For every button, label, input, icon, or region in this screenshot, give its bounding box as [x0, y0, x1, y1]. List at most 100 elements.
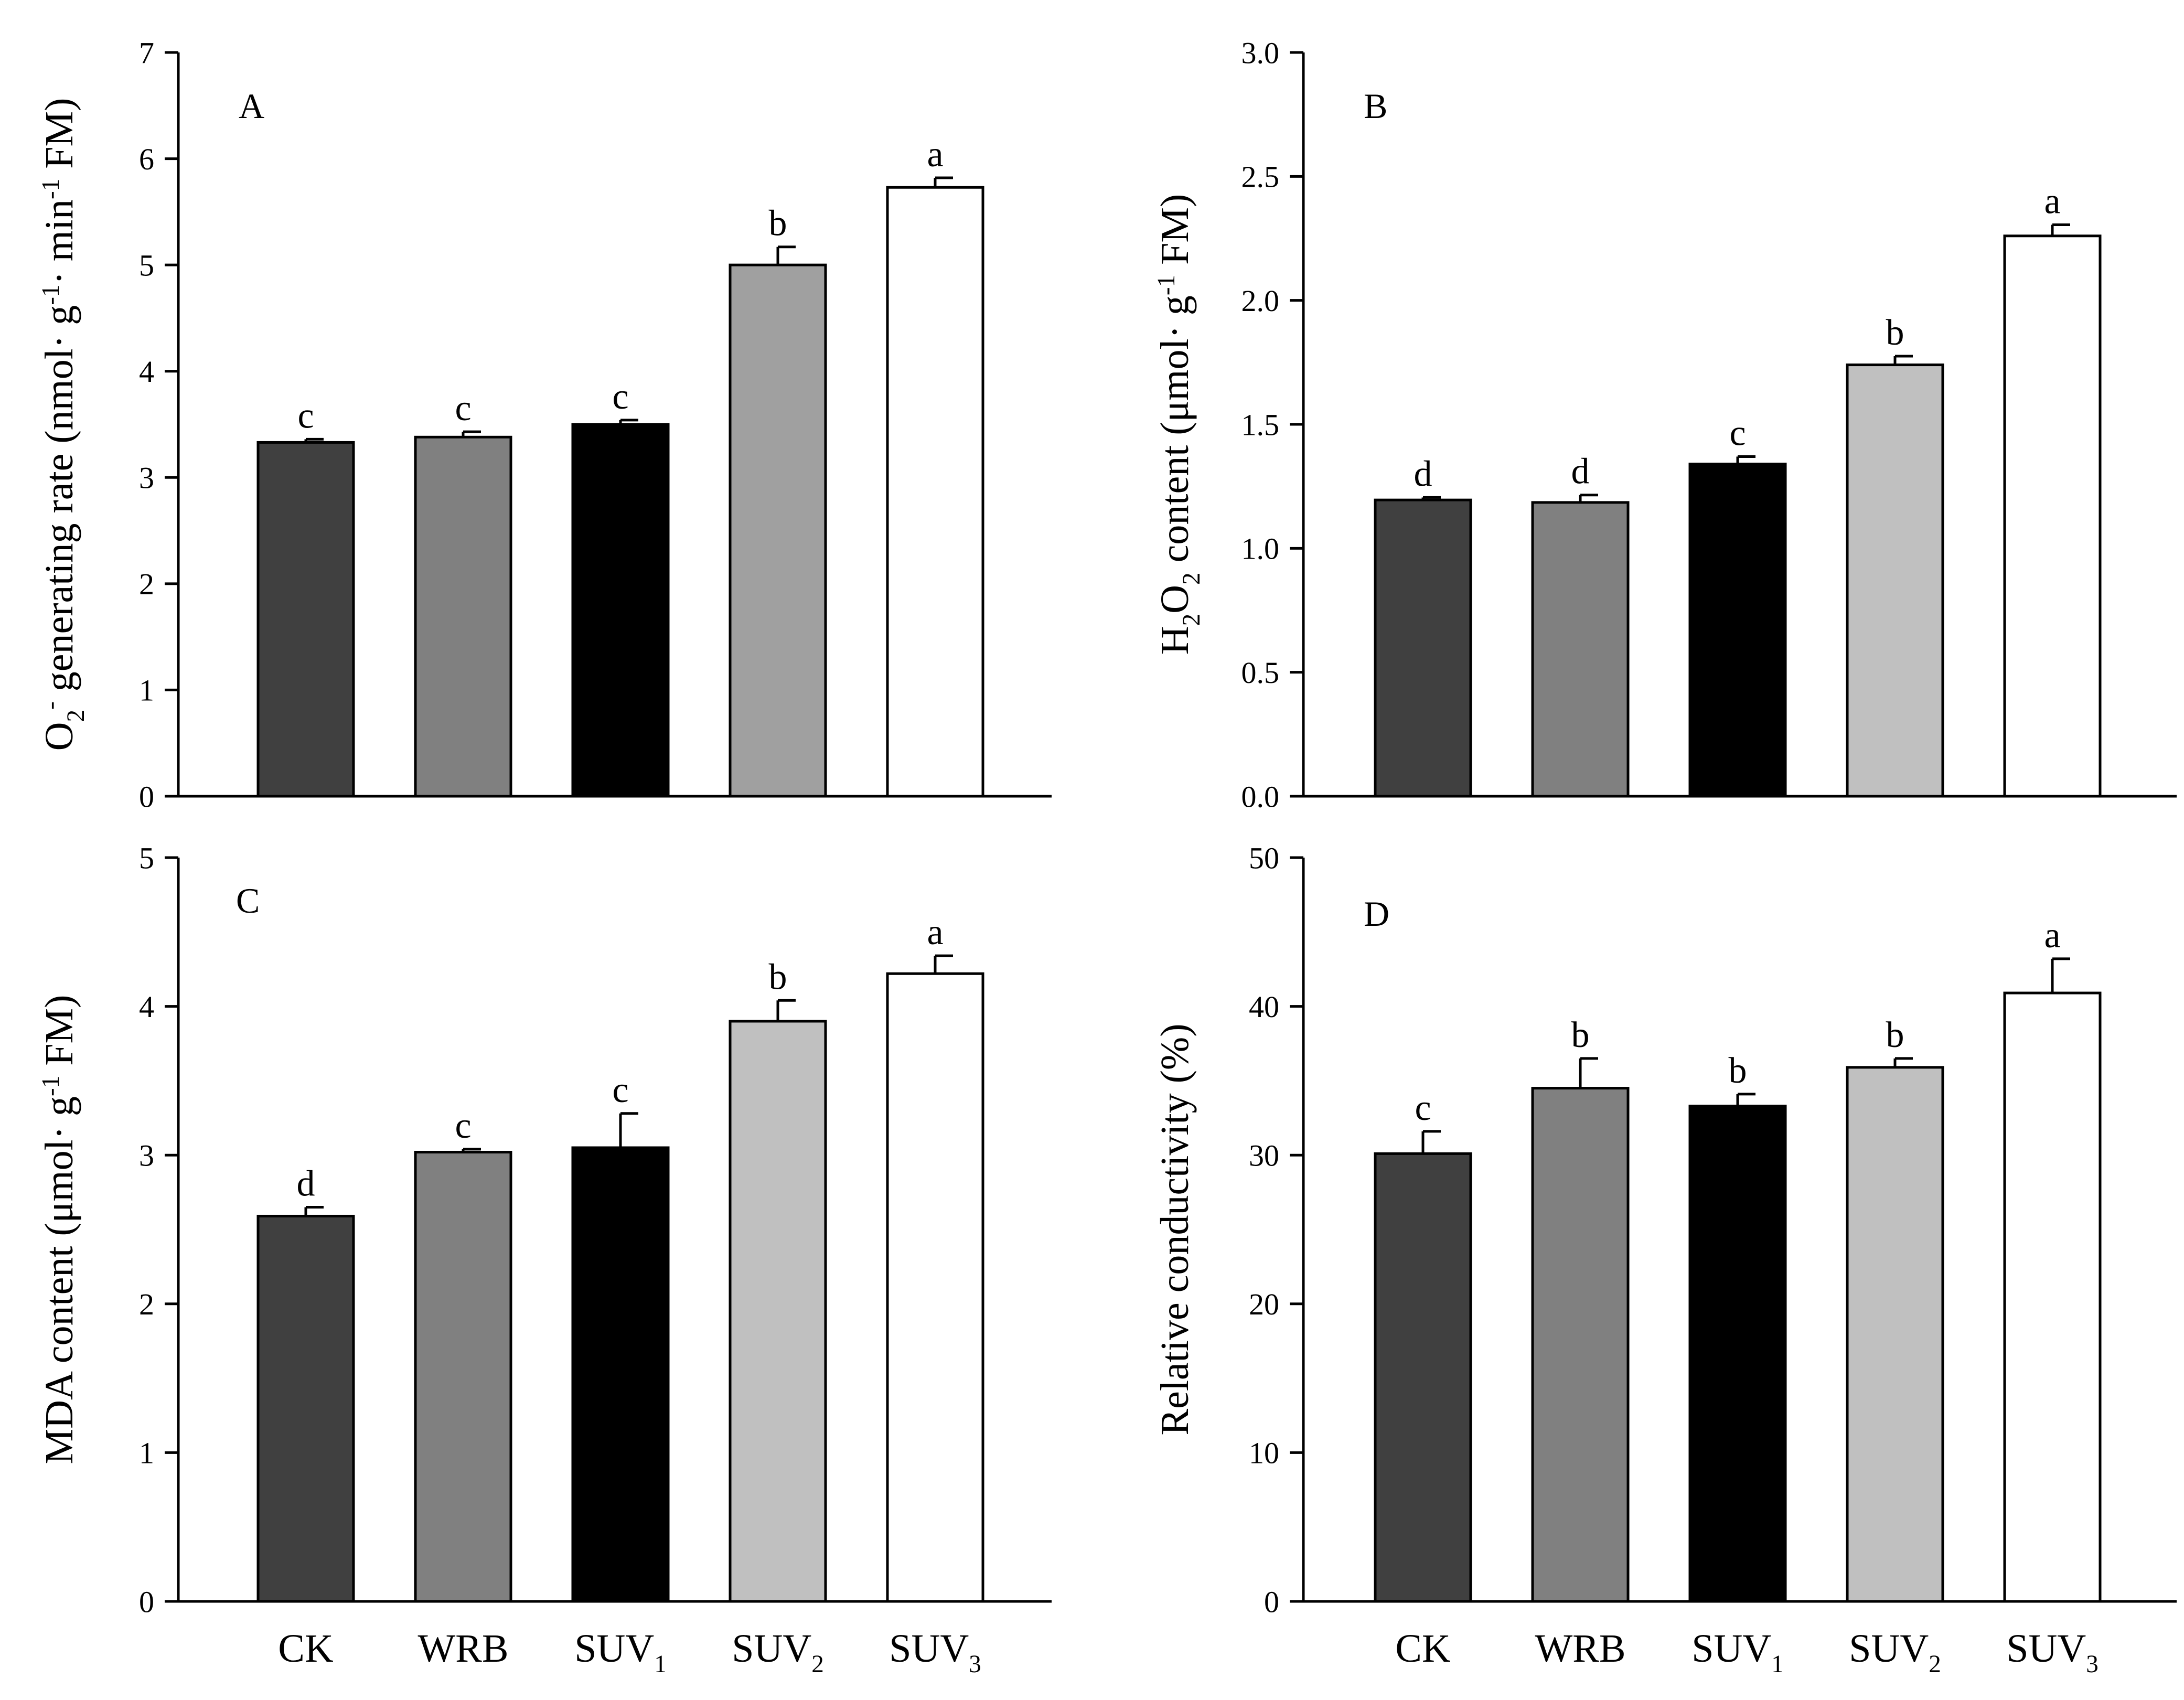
y-label-segment: -1 [37, 179, 65, 199]
bar-a-3 [729, 263, 827, 798]
y-label-segment: generating rate (nmol· g [37, 305, 81, 701]
bar-d-2 [1688, 1105, 1787, 1603]
y-label-segment: -1 [37, 285, 65, 305]
x-tick-label-d-4: SUV3 [2006, 1627, 2099, 1678]
x-label-base: SUV [889, 1627, 969, 1671]
bar-a-2 [571, 423, 670, 798]
y-axis-label-c: MDA content (μmol· g-1 FM) [37, 995, 81, 1464]
y-label-segment: FM) [1153, 194, 1197, 275]
y-axis-label-a: O2- generating rate (nmol· g-1· min-1 FM… [37, 98, 90, 751]
panel-label-c: C [236, 881, 260, 921]
y-tick-label: 2 [139, 567, 154, 601]
x-label-subscript: 1 [1771, 1651, 1784, 1678]
panel-label-b: B [1364, 86, 1387, 126]
y-tick-label: 5 [139, 248, 154, 282]
significance-letter-c-1: c [455, 1106, 471, 1146]
significance-letter-a-0: c [297, 395, 314, 436]
x-tick-label-c-1: WRB [417, 1627, 508, 1671]
y-tick-label: 3 [139, 461, 154, 495]
y-label-segment: FM) [37, 995, 81, 1076]
panel-label-d: D [1364, 894, 1389, 934]
bar-d-3 [1846, 1066, 1944, 1603]
y-label-segment: - [37, 701, 65, 710]
x-tick-label-c-4: SUV3 [889, 1627, 981, 1678]
y-label-segment: Relative conductivity (%) [1153, 1023, 1197, 1435]
bar-d-0 [1374, 1152, 1472, 1603]
y-tick-label: 0 [139, 779, 154, 814]
bar-b-1 [1531, 501, 1630, 798]
y-label-segment: O [37, 722, 81, 751]
significance-letter-b-4: a [2044, 181, 2060, 222]
x-label-base: SUV [1849, 1627, 1929, 1671]
y-tick-label: 2 [139, 1287, 154, 1321]
significance-letter-a-4: a [927, 134, 943, 175]
x-tick-label-d-2: SUV1 [1691, 1627, 1784, 1678]
y-label-segment: H [1153, 626, 1197, 655]
y-label-segment: -1 [37, 1076, 65, 1096]
y-label-segment: FM) [37, 98, 81, 179]
y-tick-label: 7 [139, 36, 154, 70]
bar-c-4 [886, 972, 984, 1603]
bar-b-3 [1846, 363, 1944, 798]
significance-letter-c-3: b [769, 957, 787, 997]
x-label-base: CK [278, 1627, 334, 1671]
y-tick-label: 0.0 [1241, 779, 1280, 814]
chart-panel-c: d c c b a 0 1 2 3 4 5 C MDA content (μmol· g-1 FM) CK… [37, 841, 1052, 1678]
bar-d-1 [1531, 1087, 1630, 1603]
y-tick-label: 1 [139, 673, 154, 708]
significance-letter-d-2: b [1729, 1051, 1747, 1091]
x-label-base: SUV [732, 1627, 811, 1671]
y-tick-label: 5 [139, 841, 154, 875]
bar-c-3 [729, 1020, 827, 1603]
y-tick-label: 20 [1249, 1287, 1279, 1321]
significance-letter-a-1: c [455, 388, 471, 429]
y-tick-label: 2.0 [1241, 284, 1280, 318]
y-axis-label-b: H2O2 content (μmol· g-1 FM) [1153, 194, 1205, 655]
y-label-segment: 2 [1178, 614, 1205, 626]
bar-c-0 [256, 1214, 355, 1603]
significance-letter-c-0: d [297, 1163, 315, 1204]
bar-a-1 [414, 435, 512, 798]
bar-c-2 [571, 1146, 670, 1603]
y-tick-label: 40 [1249, 990, 1279, 1024]
x-tick-label-c-0: CK [278, 1627, 334, 1671]
y-tick-label: 6 [139, 142, 154, 176]
significance-letter-d-3: b [1886, 1015, 1904, 1055]
x-label-subscript: 2 [811, 1651, 824, 1678]
y-tick-label: 1 [139, 1436, 154, 1470]
significance-letter-a-3: b [769, 204, 787, 244]
bar-b-4 [2003, 234, 2102, 798]
bar-a-4 [886, 186, 984, 798]
y-tick-label: 30 [1249, 1139, 1279, 1173]
y-label-segment: 2 [62, 710, 90, 722]
bar-b-0 [1374, 498, 1472, 798]
y-label-segment: 2 [1178, 572, 1205, 585]
y-tick-label: 1.0 [1241, 532, 1280, 566]
x-tick-label-d-1: WRB [1535, 1627, 1625, 1671]
y-tick-label: 0.5 [1241, 656, 1280, 690]
y-tick-label: 3 [139, 1139, 154, 1173]
y-tick-label: 4 [139, 990, 154, 1024]
y-tick-label: 10 [1249, 1436, 1279, 1470]
chart-panel-d: c b b b a 0 10 20 30 40 50 D Relative conductivity (… [1153, 841, 2177, 1678]
y-axis-label-d: Relative conductivity (%) [1153, 1023, 1197, 1435]
x-tick-label-c-3: SUV2 [732, 1627, 824, 1678]
y-tick-label: 1.5 [1241, 408, 1280, 442]
significance-letter-d-0: c [1415, 1088, 1431, 1128]
significance-letter-d-1: b [1571, 1015, 1590, 1055]
y-tick-label: 2.5 [1241, 160, 1280, 194]
significance-letter-b-2: c [1729, 413, 1746, 453]
bar-d-4 [2003, 991, 2102, 1603]
x-tick-label-d-3: SUV2 [1849, 1627, 1941, 1678]
significance-letter-b-3: b [1886, 313, 1904, 353]
x-label-subscript: 1 [654, 1651, 667, 1678]
y-tick-label: 50 [1249, 841, 1279, 875]
y-tick-label: 4 [139, 355, 154, 389]
significance-letter-a-2: c [612, 377, 628, 417]
x-label-subscript: 2 [1929, 1651, 1941, 1678]
x-label-base: SUV [2006, 1627, 2086, 1671]
significance-letter-c-4: a [927, 912, 943, 953]
x-label-base: SUV [1691, 1627, 1771, 1671]
